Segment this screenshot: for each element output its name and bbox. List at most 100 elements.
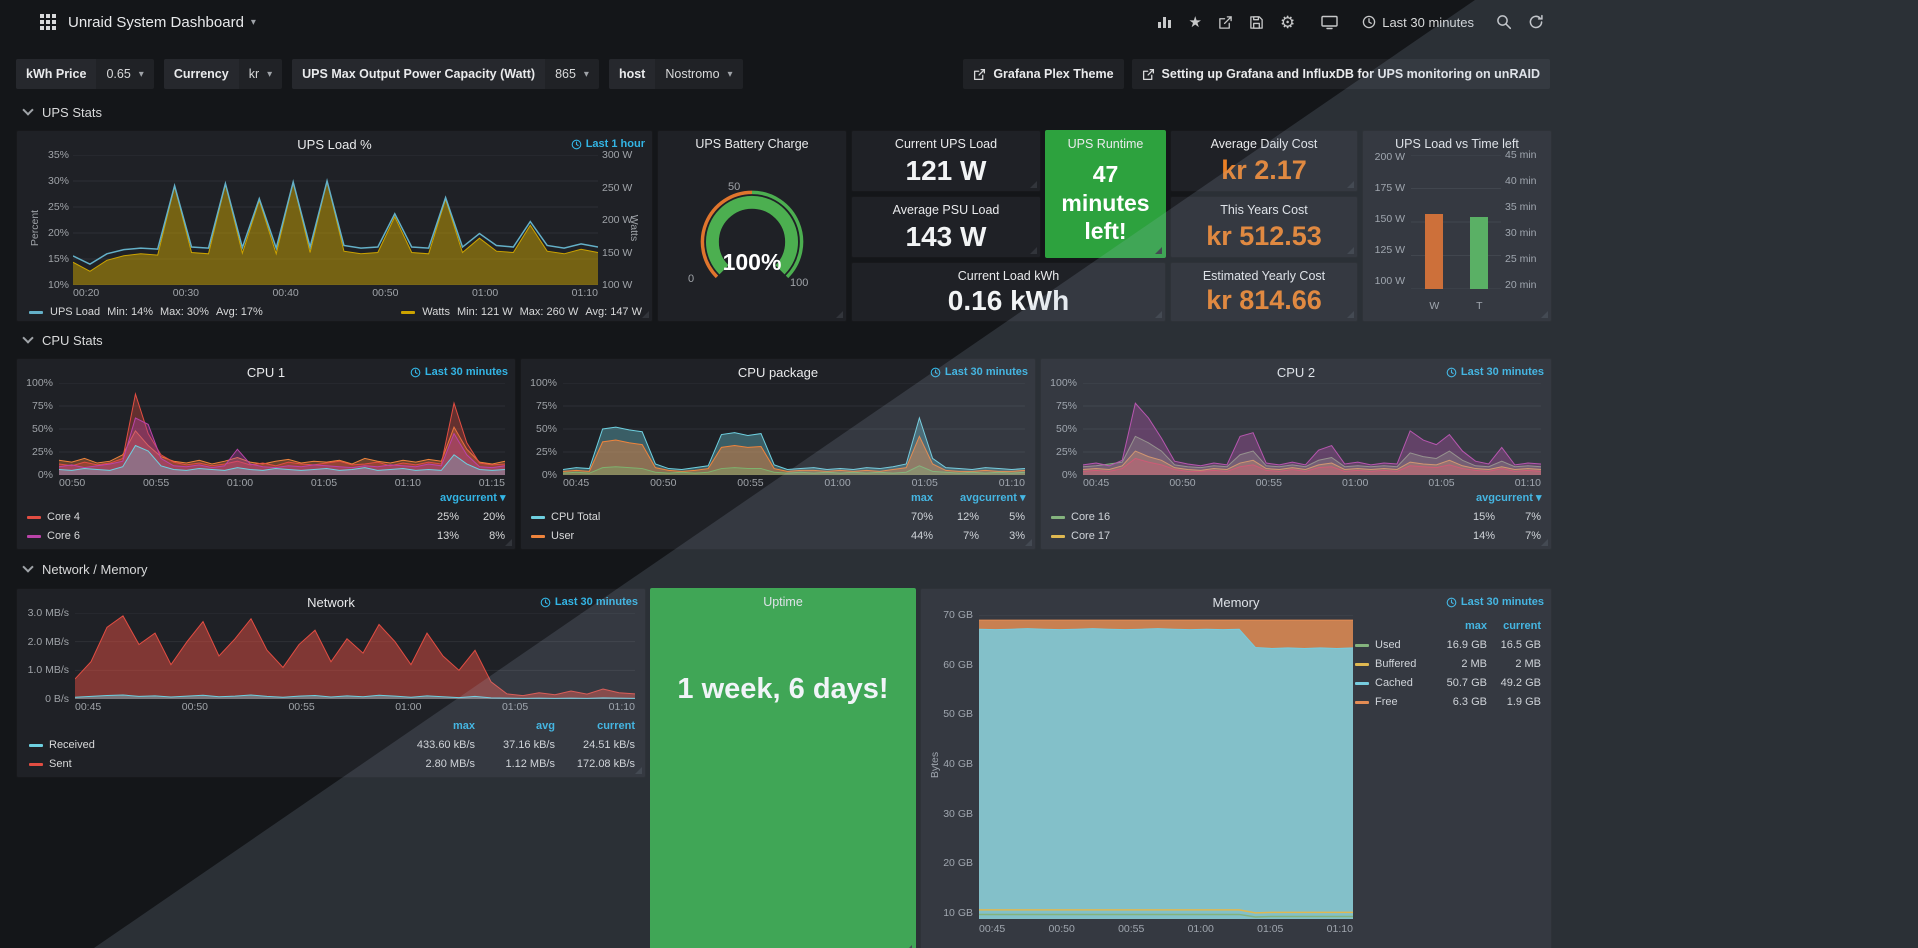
- legend-sort-current[interactable]: current ▾: [459, 492, 506, 504]
- panel-title[interactable]: UPS Load vs Time left: [1395, 137, 1519, 151]
- network-chart[interactable]: [75, 613, 635, 699]
- legend-series-core-17[interactable]: Core 17: [1051, 527, 1449, 546]
- row-header-network-memory[interactable]: Network / Memory: [22, 560, 147, 578]
- row-header-ups-stats[interactable]: UPS Stats: [22, 103, 102, 121]
- legend-header: avg current ▾: [27, 489, 505, 508]
- variable-host[interactable]: host Nostromo ▾: [608, 59, 743, 89]
- cpu1-chart[interactable]: [59, 383, 505, 475]
- x-axis: 00:45 00:50 00:55 01:00 01:05 01:10: [563, 477, 1025, 489]
- tick-label: 00:50: [650, 477, 677, 489]
- legend-sort-avg[interactable]: avg: [536, 720, 555, 732]
- legend-value: 7%: [963, 530, 979, 542]
- panel-title[interactable]: CPU 2: [1276, 365, 1316, 380]
- panel-title[interactable]: Network: [307, 595, 355, 610]
- tick-label: 75%: [31, 400, 53, 412]
- variable-value-dropdown[interactable]: Nostromo ▾: [665, 67, 733, 81]
- panel-title[interactable]: Current UPS Load: [894, 137, 998, 151]
- tick-label: 01:10: [571, 287, 598, 299]
- variable-value-dropdown[interactable]: kr ▾: [248, 67, 273, 81]
- link-setup-guide[interactable]: Setting up Grafana and InfluxDB for UPS …: [1131, 59, 1550, 89]
- legend-value: 49.2 GB: [1500, 677, 1541, 689]
- cycle-view-button[interactable]: [1321, 14, 1338, 30]
- cpu-package-chart[interactable]: [563, 383, 1025, 475]
- tick-label: 01:05: [1257, 923, 1284, 935]
- legend-series-core-16[interactable]: Core 16: [1051, 508, 1449, 527]
- panel-title[interactable]: UPS Battery Charge: [695, 137, 809, 151]
- refresh-button[interactable]: [1528, 14, 1544, 30]
- legend-series-free[interactable]: Free: [1355, 693, 1433, 712]
- legend-row: Used 16.9 GB 16.5 GB: [1355, 636, 1541, 655]
- panel-title[interactable]: Average PSU Load: [892, 203, 1000, 217]
- legend-value: 172.08 kB/s: [576, 758, 635, 770]
- tick-label: 20%: [47, 227, 69, 239]
- legend-value: 44%: [910, 530, 933, 542]
- save-button[interactable]: [1249, 15, 1264, 30]
- legend-sort-current[interactable]: current: [597, 720, 635, 732]
- row-header-cpu-stats[interactable]: CPU Stats: [22, 331, 103, 349]
- zoom-out-button[interactable]: [1496, 14, 1512, 30]
- dashboard-title[interactable]: Unraid System Dashboard ▾: [68, 14, 256, 31]
- panel-title[interactable]: Current Load kWh: [957, 269, 1060, 283]
- panel-title[interactable]: CPU package: [737, 365, 819, 380]
- legend-header: avg current ▾: [1051, 489, 1541, 508]
- legend-sort-avg[interactable]: avg: [440, 492, 459, 504]
- cpu2-chart[interactable]: [1083, 383, 1541, 475]
- tick-label: 100%: [26, 377, 53, 389]
- legend-sort-avg[interactable]: avg: [960, 492, 979, 504]
- legend-sort-max[interactable]: max: [452, 720, 475, 732]
- variable-kwh-price[interactable]: kWh Price 0.65 ▾: [16, 59, 154, 89]
- legend-series-watts[interactable]: Watts Min: 121 W Max: 260 W Avg: 147 W: [401, 306, 642, 318]
- legend-series-core-4[interactable]: Core 4: [27, 508, 413, 527]
- panel-title[interactable]: Memory: [1212, 595, 1260, 610]
- panel-cpu-1: CPU 1 Last 30 minutes 100% 75% 50% 25% 0% 00…: [16, 358, 516, 550]
- panel-title[interactable]: This Years Cost: [1220, 203, 1308, 217]
- variable-value-dropdown[interactable]: 0.65 ▾: [106, 67, 144, 81]
- tick-label: 00:40: [272, 287, 299, 299]
- variable-value-dropdown[interactable]: 865 ▾: [555, 67, 589, 81]
- panel-title[interactable]: Estimated Yearly Cost: [1202, 269, 1326, 283]
- legend-sort-current[interactable]: current ▾: [1495, 492, 1542, 504]
- tick-label: 35 min: [1505, 201, 1537, 213]
- series-color-swatch: [531, 535, 545, 538]
- legend-sort-current[interactable]: current: [1503, 620, 1541, 632]
- variable-label: kWh Price: [16, 59, 97, 89]
- panel-title[interactable]: UPS Load %: [297, 137, 372, 152]
- memory-chart[interactable]: [979, 615, 1353, 919]
- legend-series-user[interactable]: User: [531, 527, 887, 546]
- tick-label: 35%: [47, 149, 69, 161]
- panel-ups-load-percent: UPS Load % Last 1 hour Percent Watts 35%…: [16, 130, 653, 322]
- panel-title[interactable]: Average Daily Cost: [1210, 137, 1318, 151]
- variable-ups-max-output[interactable]: UPS Max Output Power Capacity (Watt) 865…: [292, 59, 599, 89]
- legend-series-received[interactable]: Received: [29, 736, 395, 755]
- share-button[interactable]: [1218, 15, 1233, 30]
- tick-label: 01:00: [471, 287, 499, 299]
- legend-series-buffered[interactable]: Buffered: [1355, 655, 1433, 674]
- settings-button[interactable]: ⚙: [1280, 14, 1295, 31]
- panel-title[interactable]: Uptime: [763, 595, 803, 609]
- legend-sort-avg[interactable]: avg: [1476, 492, 1495, 504]
- panel-title[interactable]: CPU 1: [246, 365, 286, 380]
- panel-title[interactable]: UPS Runtime: [1067, 137, 1144, 151]
- legend-series-sent[interactable]: Sent: [29, 755, 395, 774]
- time-range-picker[interactable]: Last 30 minutes: [1362, 15, 1474, 30]
- legend-value: 2.80 MB/s: [425, 758, 475, 770]
- tick-label: 0 B/s: [45, 692, 69, 705]
- legend-series-core-6[interactable]: Core 6: [27, 527, 413, 546]
- gauge-tick-mid: 50: [728, 181, 741, 193]
- chevron-down-icon: ▾: [138, 68, 144, 80]
- ups-bar-chart[interactable]: [1411, 155, 1501, 289]
- ups-load-chart[interactable]: [73, 155, 598, 285]
- legend-series-cached[interactable]: Cached: [1355, 674, 1433, 693]
- dashboard-grid-icon[interactable]: [40, 14, 56, 30]
- gauge-tick-min: 0: [688, 273, 695, 285]
- link-grafana-plex-theme[interactable]: Grafana Plex Theme: [963, 59, 1124, 89]
- variable-currency[interactable]: Currency kr ▾: [163, 59, 283, 89]
- legend-series-ups-load[interactable]: UPS Load Min: 14% Max: 30% Avg: 17%: [29, 306, 263, 318]
- legend-sort-current[interactable]: current ▾: [979, 492, 1026, 504]
- add-panel-button[interactable]: [1157, 14, 1173, 30]
- legend-series-used[interactable]: Used: [1355, 636, 1433, 655]
- legend-series-cpu-total[interactable]: CPU Total: [531, 508, 887, 527]
- star-button[interactable]: ★: [1189, 15, 1202, 30]
- legend-sort-max[interactable]: max: [1464, 620, 1487, 632]
- legend-sort-max[interactable]: max: [910, 492, 933, 504]
